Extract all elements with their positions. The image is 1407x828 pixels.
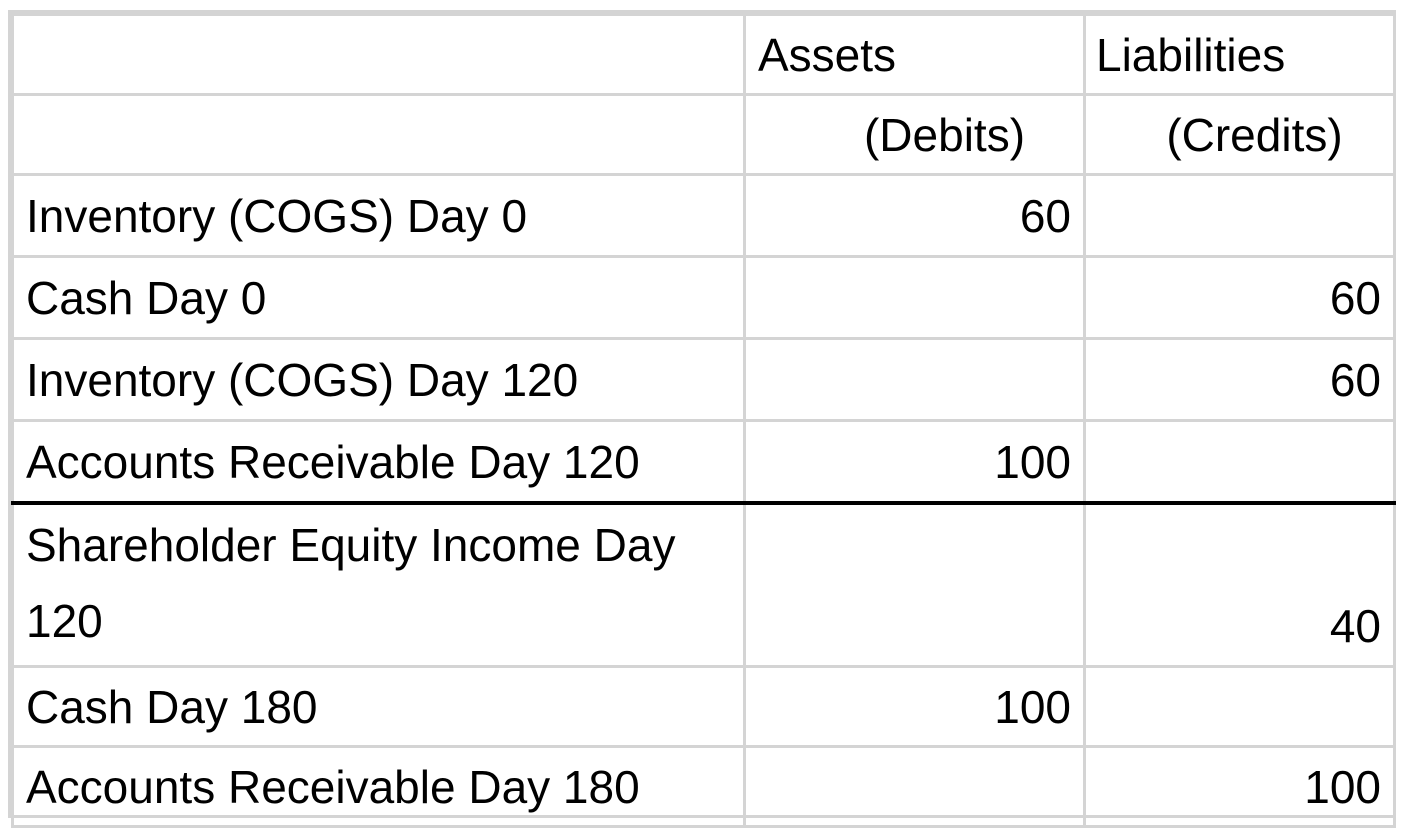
header-label-cell-2[interactable] <box>11 93 746 176</box>
entry-credit-cell[interactable] <box>1083 173 1396 258</box>
table-row: Accounts Receivable Day 180 100 <box>11 745 1396 828</box>
entry-debit-cell[interactable] <box>743 255 1086 340</box>
entry-debit-cell[interactable]: 100 <box>743 665 1086 748</box>
entry-debit-cell[interactable] <box>743 337 1086 422</box>
entry-label-cell[interactable]: Inventory (COGS) Day 120 <box>11 337 746 422</box>
table-row: Cash Day 180 100 <box>11 665 1396 748</box>
header-row-2: (Debits) (Credits) <box>11 93 1396 176</box>
header-label-cell[interactable] <box>11 13 746 96</box>
entry-label-cell[interactable]: Inventory (COGS) Day 0 <box>11 173 746 258</box>
table-row: Accounts Receivable Day 120 100 <box>11 419 1396 505</box>
entry-credit-cell[interactable]: 100 <box>1083 745 1396 828</box>
entry-debit-cell[interactable]: 100 <box>743 419 1086 505</box>
table-row: Shareholder Equity Income Day 120 40 <box>11 501 1396 668</box>
entry-label-cell[interactable]: Accounts Receivable Day 180 <box>11 745 746 828</box>
entry-credit-cell[interactable] <box>1083 665 1396 748</box>
entry-debit-cell[interactable]: 60 <box>743 173 1086 258</box>
entry-label-cell[interactable]: Cash Day 0 <box>11 255 746 340</box>
header-credits-cell[interactable]: (Credits) <box>1083 93 1396 176</box>
ledger-table: Assets Liabilities (Debits) (Credits) In… <box>11 13 1396 828</box>
header-assets-cell[interactable]: Assets <box>743 13 1086 96</box>
entry-label-cell[interactable]: Accounts Receivable Day 120 <box>11 419 746 505</box>
ledger-sheet: Assets Liabilities (Debits) (Credits) In… <box>8 10 1396 828</box>
header-liabilities-cell[interactable]: Liabilities <box>1083 13 1396 96</box>
entry-debit-cell[interactable] <box>743 745 1086 828</box>
entry-credit-cell[interactable]: 60 <box>1083 337 1396 422</box>
entry-credit-cell[interactable]: 60 <box>1083 255 1396 340</box>
entry-credit-cell[interactable]: 40 <box>1083 501 1396 668</box>
table-row: Inventory (COGS) Day 0 60 <box>11 173 1396 258</box>
entry-debit-cell[interactable] <box>743 501 1086 668</box>
header-row-1: Assets Liabilities <box>11 13 1396 96</box>
table-row: Cash Day 0 60 <box>11 255 1396 340</box>
entry-label-cell[interactable]: Cash Day 180 <box>11 665 746 748</box>
entry-label-cell[interactable]: Shareholder Equity Income Day 120 <box>11 501 746 668</box>
header-debits-cell[interactable]: (Debits) <box>743 93 1086 176</box>
entry-credit-cell[interactable] <box>1083 419 1396 505</box>
table-row: Inventory (COGS) Day 120 60 <box>11 337 1396 422</box>
